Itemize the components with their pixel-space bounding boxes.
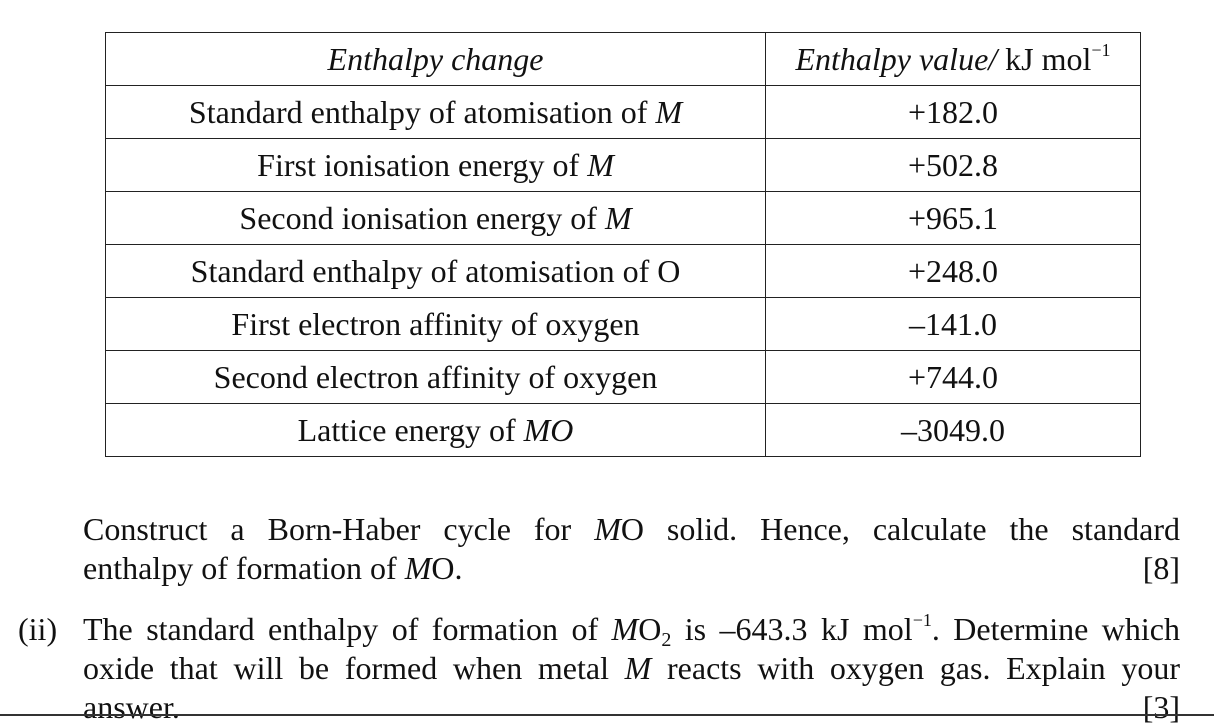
question-ii-line1-symbol: M — [611, 611, 639, 647]
question-ii-line1-oxygen: O — [638, 611, 662, 647]
enthalpy-change-text: Second ionisation energy of — [239, 199, 605, 236]
enthalpy-change-text: Standard enthalpy of atomisation of — [188, 93, 656, 130]
enthalpy-value-cell: +182.0 — [765, 85, 1141, 139]
question-i-line1-pre: Construct a Born-Haber cycle for — [83, 511, 595, 547]
table-row: First electron affinity of oxygen –141.0 — [105, 297, 1141, 351]
header-enthalpy-change: Enthalpy change — [105, 32, 766, 86]
element-symbol: M — [604, 199, 632, 236]
enthalpy-value-cell: +248.0 — [765, 244, 1141, 298]
question-ii-paragraph: The standard enthalpy of formation of MO… — [83, 610, 1180, 727]
enthalpy-change-text: Second electron affinity of oxygen — [213, 358, 658, 395]
table-row: Second ionisation energy of M +965.1 — [105, 191, 1141, 245]
question-i-line1-symbol: M — [594, 511, 621, 547]
question-i-line2-text: enthalpy of formation of MO. — [83, 549, 462, 588]
element-symbol: M — [587, 146, 614, 183]
question-ii-line1-mid: is –643.3 kJ mol — [671, 611, 913, 647]
question-i-line2-symbol: M — [404, 550, 432, 586]
enthalpy-change-cell: First ionisation energy of M — [105, 138, 766, 192]
question-ii-line2: oxide that will be formed when metal M r… — [83, 649, 1180, 688]
question-ii-line1-exponent: −1 — [912, 610, 932, 630]
enthalpy-change-cell: Lattice energy of MO — [105, 403, 766, 457]
header-col2-text: Enthalpy value/ — [795, 40, 998, 77]
question-ii-line2-pre: oxide that will be formed when metal — [83, 650, 625, 686]
table-body: Standard enthalpy of atomisation of M +18… — [105, 85, 1141, 457]
table-header-row: Enthalpy change Enthalpy value/ kJ mol−1 — [105, 32, 1141, 86]
question-i-paragraph: Construct a Born-Haber cycle for MO soli… — [83, 510, 1180, 588]
header-col2-exponent: −1 — [1091, 39, 1111, 60]
enthalpy-change-cell: Second electron affinity of oxygen — [105, 350, 766, 404]
enthalpy-change-text: First electron affinity of oxygen — [231, 305, 640, 342]
enthalpy-value-cell: +965.1 — [765, 191, 1141, 245]
question-i-line2-post: O. — [431, 550, 463, 586]
question-ii-line3-text: answer. — [83, 689, 180, 725]
enthalpy-value-cell: +502.8 — [765, 138, 1141, 192]
question-i-line2: enthalpy of formation of MO. [8] — [83, 549, 1180, 588]
question-ii-label: (ii) — [18, 611, 58, 647]
enthalpy-value-cell: –3049.0 — [765, 403, 1141, 457]
question-i-line1: Construct a Born-Haber cycle for MO soli… — [83, 510, 1180, 549]
question-ii-line1-pre: The standard enthalpy of formation of — [83, 611, 612, 647]
header-col2-unit: kJ mol — [997, 40, 1092, 77]
question-ii-line2-post: reacts with oxygen gas. Explain your — [651, 650, 1180, 686]
table-row: Lattice energy of MO –3049.0 — [105, 403, 1141, 457]
question-ii-line1-post: . Determine which — [931, 611, 1181, 647]
question-ii-marks: [3] — [1142, 689, 1180, 725]
header-col1-text: Enthalpy change — [327, 40, 544, 77]
table-row: Standard enthalpy of atomisation of M +18… — [105, 85, 1141, 139]
header-enthalpy-value: Enthalpy value/ kJ mol−1 — [765, 32, 1141, 86]
enthalpy-change-cell: Standard enthalpy of atomisation of O — [105, 244, 766, 298]
enthalpy-change-text: Standard enthalpy of atomisation of O — [190, 252, 681, 289]
question-ii-line3: answer. [3] — [83, 688, 1180, 727]
element-symbol: M — [655, 93, 683, 130]
enthalpy-change-cell: Standard enthalpy of atomisation of M — [105, 85, 766, 139]
question-ii-line2-symbol: M — [624, 650, 652, 686]
enthalpy-data-table: Enthalpy change Enthalpy value/ kJ mol−1… — [105, 32, 1141, 457]
element-symbol: MO — [523, 411, 574, 448]
question-i-line1-post: O solid. Hence, calculate the standard — [620, 511, 1180, 547]
question-ii-line1-subscript: 2 — [661, 629, 672, 651]
table-row: Standard enthalpy of atomisation of O +24… — [105, 244, 1141, 298]
table-row: First ionisation energy of M +502.8 — [105, 138, 1141, 192]
table-row: Second electron affinity of oxygen +744.0 — [105, 350, 1141, 404]
enthalpy-value-cell: –141.0 — [765, 297, 1141, 351]
question-i-marks: [8] — [1142, 550, 1180, 586]
enthalpy-change-text: First ionisation energy of — [257, 146, 588, 183]
question-i-line2-pre: enthalpy of formation of — [83, 550, 405, 586]
page-bottom-divider — [0, 714, 1214, 716]
enthalpy-change-cell: Second ionisation energy of M — [105, 191, 766, 245]
enthalpy-change-text: Lattice energy of — [297, 411, 524, 448]
enthalpy-change-cell: First electron affinity of oxygen — [105, 297, 766, 351]
enthalpy-value-cell: +744.0 — [765, 350, 1141, 404]
question-ii-line1: The standard enthalpy of formation of MO… — [83, 610, 1181, 651]
